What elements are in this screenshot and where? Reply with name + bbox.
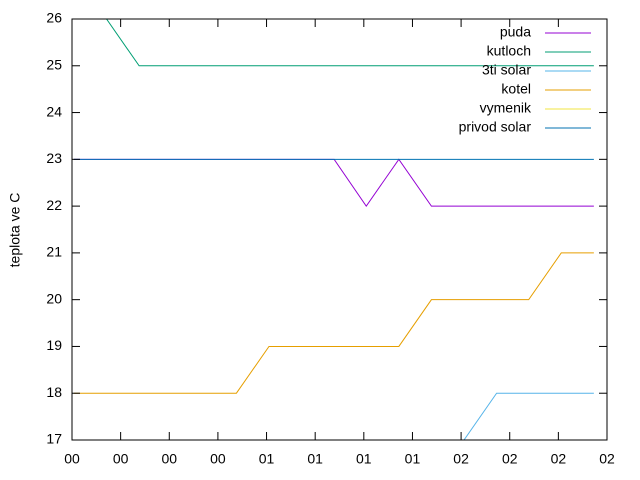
plot-area [73,19,594,440]
series-line [463,392,594,440]
x-tick-label: 00 [113,451,129,467]
x-tick-label: 01 [259,451,275,467]
y-tick-label: 22 [46,197,62,213]
y-tick-label: 20 [46,290,62,306]
legend-label: 3ti solar [482,62,531,78]
y-tick-label: 17 [46,431,62,447]
y-tick-label: 18 [46,384,62,400]
x-tick-label: 02 [551,451,567,467]
x-tick-label: 01 [356,451,372,467]
series-line [105,19,594,67]
x-tick-label: 02 [502,451,518,467]
x-tick-label: 01 [307,451,323,467]
y-axis-label: teplota ve C [7,193,23,268]
y-tick-label: 25 [46,56,62,72]
legend-label: privod solar [459,119,532,135]
legend-label: kutloch [487,43,531,59]
y-tick-label: 26 [46,10,62,26]
legend-label: vymenik [480,100,532,116]
x-tick-label: 02 [599,451,615,467]
y-tick-label: 23 [46,150,62,166]
legend-label: puda [500,24,531,40]
x-tick-label: 00 [64,451,80,467]
y-tick-label: 19 [46,337,62,353]
plot-border [71,18,608,441]
y-tick-label: 21 [46,244,62,260]
x-tick-label: 02 [453,451,469,467]
y-tick-label: 24 [46,103,62,119]
series-line [73,252,594,394]
legend-label: kotel [501,81,531,97]
series-line [73,158,594,207]
x-tick-label: 00 [210,451,226,467]
x-tick-label: 01 [405,451,421,467]
x-tick-label: 00 [161,451,177,467]
